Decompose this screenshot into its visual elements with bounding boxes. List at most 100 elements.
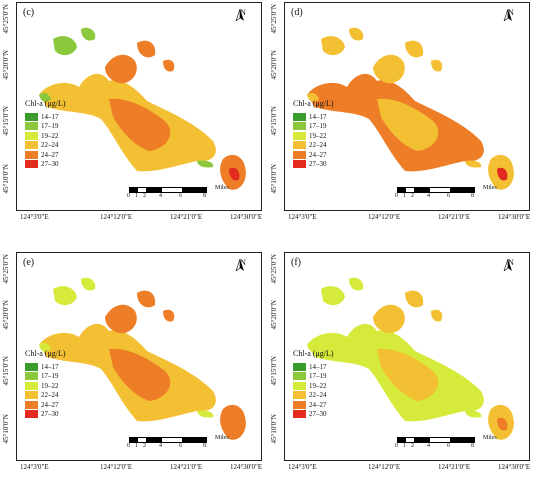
map-frame: (f) N Chl-a (μg/L) 14–17 17–19 19–22 22–24 24–2… <box>284 252 530 461</box>
scale-tick-label: 4 <box>427 443 430 449</box>
legend-swatch <box>25 381 38 390</box>
legend-entry: 27–30 <box>25 410 66 419</box>
longitude-label: 124°30'0"E <box>230 213 263 221</box>
east-hotspot <box>497 417 508 431</box>
scale-tick-label: 8 <box>203 443 206 449</box>
latitude-label: 45°10'0"N <box>2 164 10 194</box>
scale-tick-label: 2 <box>143 443 146 449</box>
legend-label: 17–19 <box>309 372 327 380</box>
legend-swatch <box>293 131 306 140</box>
scale-tick-label: 1 <box>135 193 138 199</box>
legend-swatch <box>293 160 306 168</box>
panel-label: (d) <box>291 7 303 18</box>
legend: Chl-a (μg/L) 14–17 17–19 19–22 22–24 24–27 27–… <box>293 99 334 169</box>
legend-swatch <box>25 362 38 371</box>
scale-unit: Miles <box>215 435 229 441</box>
legend-swatch <box>293 122 306 130</box>
northwest-fragments <box>321 277 364 306</box>
legend-swatch <box>25 112 38 121</box>
lake-patch <box>377 348 439 401</box>
longitude-label: 124°30'0"E <box>230 463 263 471</box>
legend-label: 17–19 <box>41 122 59 130</box>
scale-tick-label: 1 <box>403 443 406 449</box>
upper-ponds <box>405 290 443 322</box>
longitude-label: 124°3'0"E <box>20 213 49 221</box>
scale-tick-label: 6 <box>179 193 182 199</box>
legend-entry: 27–30 <box>25 160 66 169</box>
scale-tick-label: 2 <box>143 193 146 199</box>
northwest-fragments <box>53 277 96 306</box>
latitude-label: 45°20'0"N <box>2 50 10 80</box>
latitude-label: 45°10'0"N <box>270 414 278 444</box>
lake-raster <box>307 277 514 440</box>
scale-tick-label: 4 <box>159 443 162 449</box>
latitude-label: 45°20'0"N <box>270 300 278 330</box>
longitude-label: 124°21'0"E <box>170 463 203 471</box>
legend-label: 14–17 <box>309 362 327 371</box>
legend-entry: 22–24 <box>25 391 66 400</box>
north-bay <box>105 54 137 84</box>
latitude-label: 45°25'0"N <box>2 4 10 34</box>
latitude-label: 45°25'0"N <box>2 254 10 284</box>
scale-tick-label: 6 <box>447 443 450 449</box>
scale-tick-label: 2 <box>411 443 414 449</box>
legend-swatch <box>293 362 306 371</box>
legend-title: Chl-a (μg/L) <box>25 349 66 358</box>
latitude-label: 45°15'0"N <box>2 356 10 386</box>
legend-entry: 27–30 <box>293 410 334 419</box>
longitude-label: 124°3'0"E <box>20 463 49 471</box>
legend-entry: 19–22 <box>25 381 66 390</box>
legend-label: 24–27 <box>309 400 327 409</box>
northwest-fragments <box>321 27 364 56</box>
legend-label: 24–27 <box>41 400 59 409</box>
legend-swatch <box>25 160 38 168</box>
scale-tick-label: 8 <box>471 193 474 199</box>
longitude-label: 124°12'0"E <box>100 213 133 221</box>
map-panel: (d) N Chl-a (μg/L) 14–17 17–19 19–22 22–24 24–2… <box>268 0 532 226</box>
legend-label: 14–17 <box>41 362 59 371</box>
lake-patch <box>109 348 171 401</box>
longitude-label: 124°12'0"E <box>368 213 401 221</box>
scale-bar: 0 1 2 4 6 8 Miles <box>127 185 239 205</box>
scale-tick-label: 8 <box>471 443 474 449</box>
longitude-label: 124°30'0"E <box>498 213 531 221</box>
scale-tick-label: 1 <box>135 443 138 449</box>
map-frame: (d) N Chl-a (μg/L) 14–17 17–19 19–22 22–24 24–2… <box>284 2 530 211</box>
scale-tick-label: 4 <box>427 193 430 199</box>
legend-label: 22–24 <box>41 141 59 149</box>
legend-swatch <box>293 112 306 121</box>
legend-swatch <box>293 410 306 418</box>
legend-label: 14–17 <box>309 112 327 121</box>
latitude-label: 45°20'0"N <box>270 50 278 80</box>
map-frame: (c) N Chl-a (μg/L) 14–17 17–19 19–22 22–24 24–2… <box>16 2 262 211</box>
legend-swatch <box>293 150 306 159</box>
legend-entry: 14–17 <box>293 112 334 121</box>
legend-swatch <box>293 381 306 390</box>
legend-entry: 17–19 <box>25 122 66 131</box>
legend-label: 27–30 <box>309 160 327 168</box>
legend-entry: 14–17 <box>25 112 66 121</box>
scale-bar: 0 1 2 4 6 8 Miles <box>395 185 507 205</box>
legend-label: 19–22 <box>41 131 59 140</box>
legend-label: 22–24 <box>41 391 59 399</box>
lake-patch <box>377 98 439 151</box>
upper-ponds <box>405 40 443 72</box>
north-bay <box>373 54 405 84</box>
east-hotspot <box>497 167 508 181</box>
legend-swatch <box>25 131 38 140</box>
legend-entry: 24–27 <box>25 150 66 159</box>
legend-entry: 19–22 <box>293 131 334 140</box>
north-bay <box>105 304 137 334</box>
latitude-label: 45°15'0"N <box>270 356 278 386</box>
north-arrow-icon: N <box>503 259 519 271</box>
panel-label: (c) <box>23 7 35 18</box>
legend-label: 27–30 <box>309 410 327 418</box>
legend-entry: 17–19 <box>293 372 334 381</box>
legend-entry: 22–24 <box>293 391 334 400</box>
legend-label: 14–17 <box>41 112 59 121</box>
lake-patch <box>109 98 171 151</box>
latitude-label: 45°10'0"N <box>270 164 278 194</box>
north-arrow-icon: N <box>503 9 519 21</box>
legend-entry: 24–27 <box>25 400 66 409</box>
lake-raster <box>39 27 246 190</box>
